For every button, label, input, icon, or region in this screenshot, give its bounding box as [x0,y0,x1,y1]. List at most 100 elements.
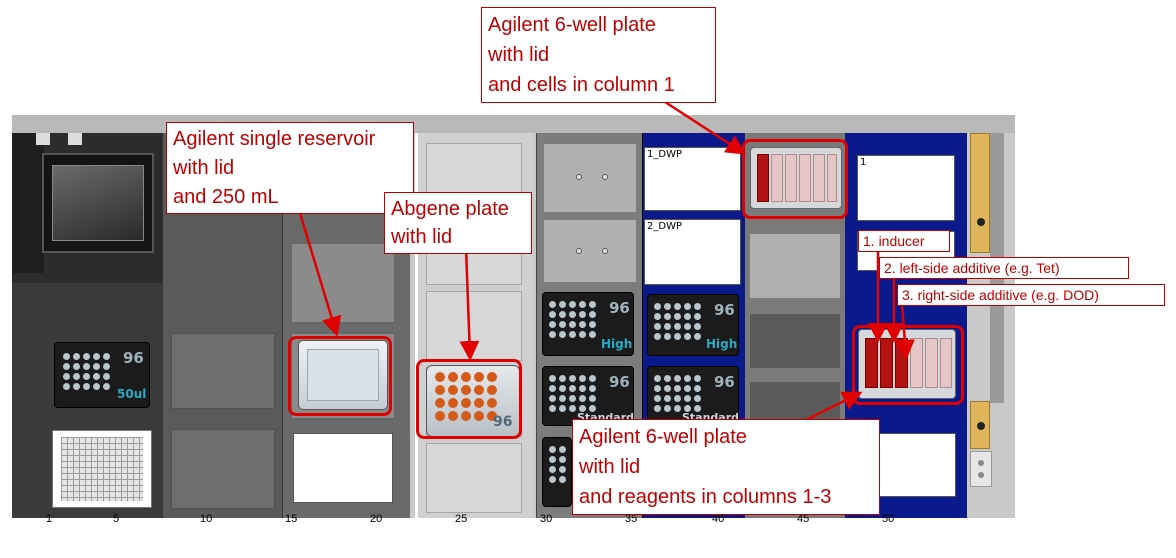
axis-label-30: 30 [540,513,553,525]
grid-plate[interactable] [52,430,152,508]
tip-box-high-1[interactable]: 96 High [542,292,634,356]
tip-well [569,331,576,338]
tip-well [694,395,701,402]
well-column-1 [757,154,769,202]
well-column-4 [799,154,811,202]
tip-well [664,313,671,320]
axis-label-15: 15 [285,513,298,525]
position-2-dwp[interactable]: 2_DWP [644,219,741,285]
tip-well [103,363,110,370]
tip-well [569,321,576,328]
tip-type-label: High [706,337,738,351]
plate-well [461,398,471,408]
tip-well [83,363,90,370]
tip-well [559,385,566,392]
arrow-abgene [459,247,480,361]
tip-well [559,456,566,463]
tip-well [684,395,691,402]
tip-well [559,375,566,382]
tip-well [103,383,110,390]
plate-well [474,411,484,421]
callout-reservoir: Agilent single reservoir with lid and 25… [166,122,414,214]
empty-slot[interactable] [749,313,841,369]
reservoir-slot[interactable] [291,333,395,419]
tip-box-standard-1[interactable]: 96 Standard [542,366,634,426]
tip-well [569,395,576,402]
highlight-cells-plate [742,139,848,219]
tip-well [559,321,566,328]
tip-well [654,385,661,392]
tip-well [654,333,661,340]
plate-well [461,372,471,382]
tip-well [674,303,681,310]
position-1-dwp[interactable]: 1_DWP [644,147,741,211]
tip-well [549,311,556,318]
plate-well [448,398,458,408]
well-column-3 [785,154,797,202]
axis-label-40: 40 [712,513,725,525]
tip-well [569,375,576,382]
abgene-plate[interactable]: 96 [426,365,520,437]
wash-trough [42,153,154,253]
tip-well [73,353,80,360]
tip-well [549,395,556,402]
well-column-6 [940,338,952,388]
empty-slot[interactable] [749,233,841,299]
tip-well [654,313,661,320]
axis-label-20: 20 [370,513,383,525]
tip-well [549,301,556,308]
tip-well [63,373,70,380]
six-well-plate-cells[interactable] [750,147,842,209]
tip-count-label: 96 [123,349,144,367]
position-1[interactable]: 1 [857,155,955,221]
tip-count-label: 96 [609,373,630,391]
tip-well [654,303,661,310]
plate-well [474,385,484,395]
side-rail-top [970,133,990,253]
tip-well [549,331,556,338]
empty-slot[interactable] [171,429,275,509]
empty-slot[interactable] [426,443,522,513]
tip-well [589,385,596,392]
single-reservoir[interactable] [298,340,388,410]
tip-well [73,373,80,380]
position-label: 2_DWP [647,221,682,232]
tip-well [684,405,691,412]
tip-box-partial[interactable] [542,437,572,507]
empty-slot[interactable] [543,143,637,213]
tip-well [579,385,586,392]
plate-well [448,385,458,395]
empty-slot[interactable] [543,219,637,283]
tip-well [684,313,691,320]
tip-well [73,383,80,390]
tip-well [83,353,90,360]
tip-box-high-2[interactable]: 96 High [647,294,739,356]
tip-well [694,333,701,340]
tip-well [694,405,701,412]
tip-well [674,333,681,340]
tip-well [589,301,596,308]
tip-well [549,466,556,473]
arrow-reservoir [294,199,342,337]
empty-slot[interactable] [291,243,395,323]
tip-well [654,323,661,330]
callout-cells: Agilent 6-well plate with lid and cells … [481,7,716,103]
side-rail-bottom [970,401,990,449]
empty-white-position[interactable] [293,433,393,503]
tip-well [569,405,576,412]
tip-well [579,321,586,328]
tip-well [559,301,566,308]
tip-well [549,476,556,483]
tip-well [549,456,556,463]
tip-well [559,311,566,318]
tip-box-50ul[interactable]: 96 50ul [54,342,150,408]
empty-slot[interactable] [171,333,275,409]
carrier-3 [282,133,410,518]
plate-well [474,398,484,408]
tip-well [559,395,566,402]
position-label: 1_DWP [647,149,682,160]
tip-well [569,311,576,318]
plate-well [487,398,497,408]
highlight-reservoir [288,336,392,416]
plate-well [487,372,497,382]
